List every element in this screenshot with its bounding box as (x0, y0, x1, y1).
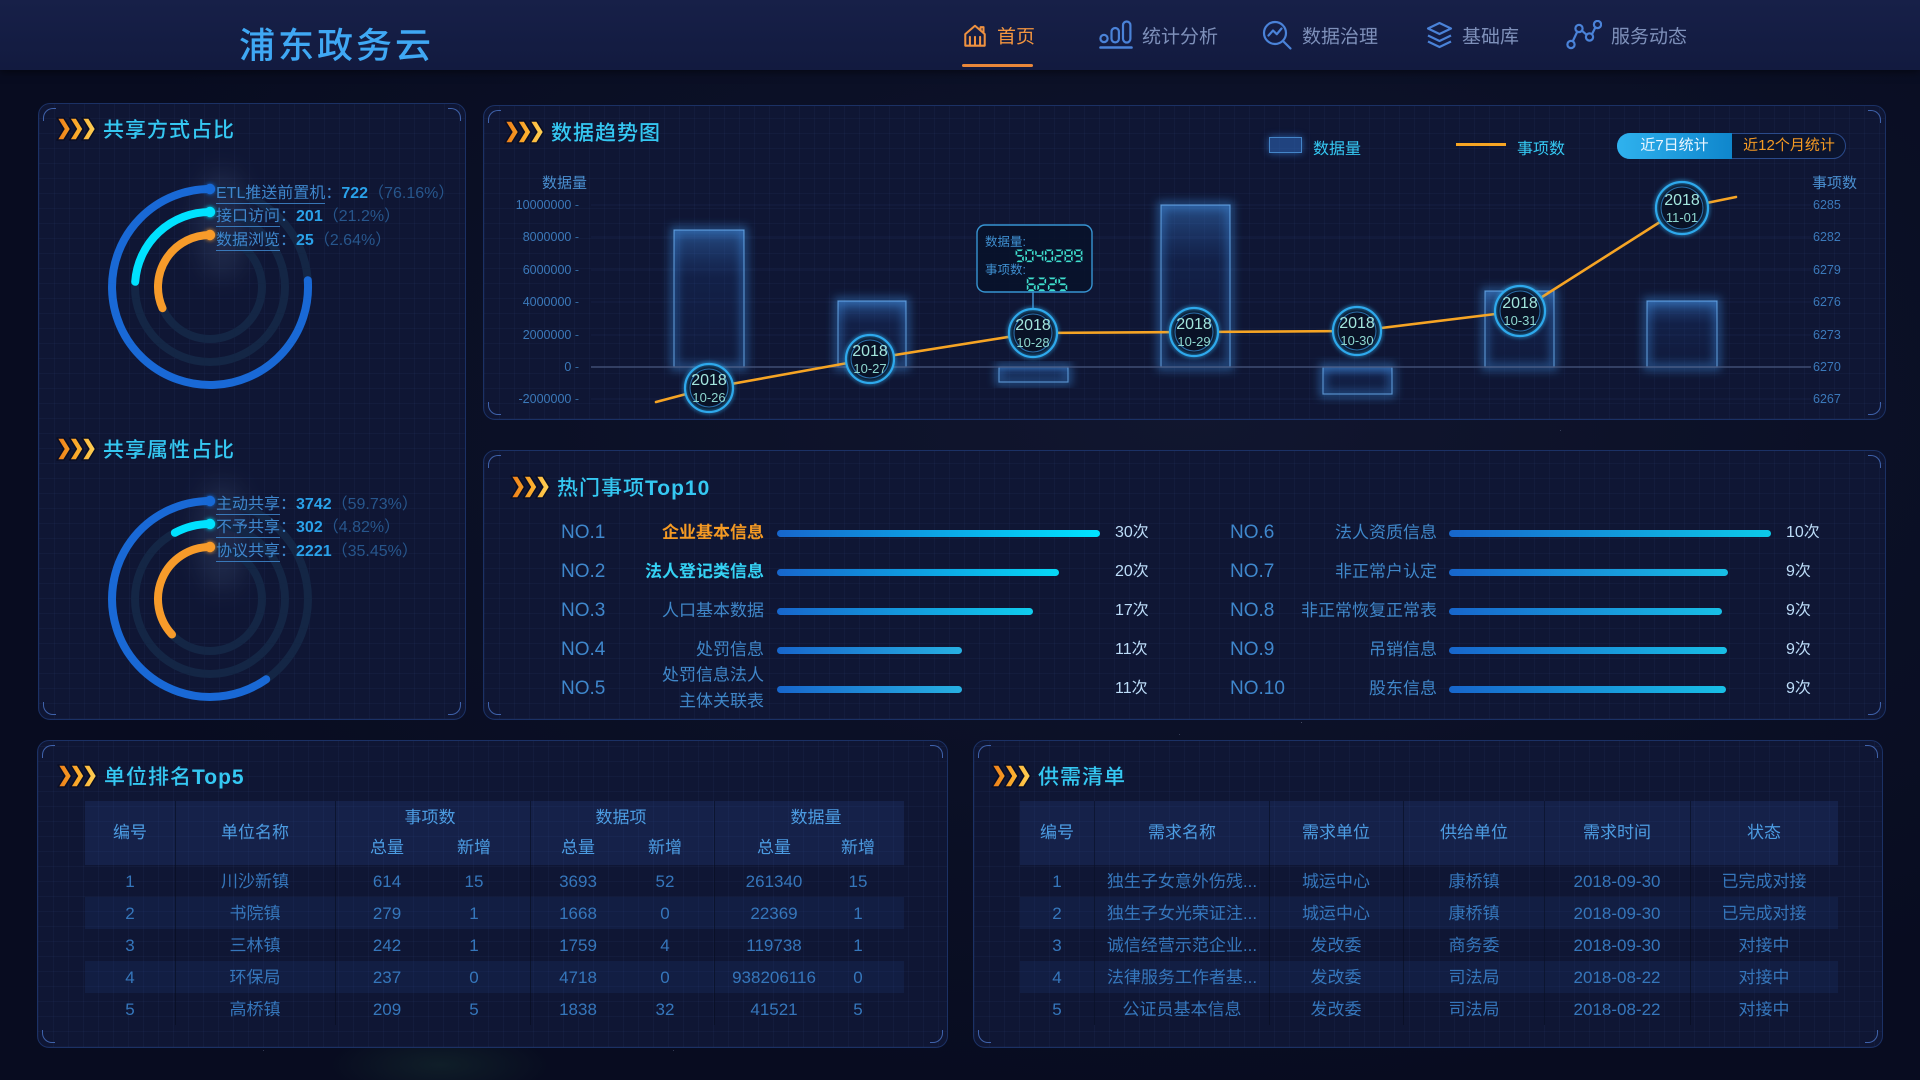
svg-text:2018: 2018 (1176, 316, 1212, 333)
svg-text:10-28: 10-28 (1016, 335, 1049, 350)
svg-text:10-26: 10-26 (692, 390, 725, 405)
svg-text:10-31: 10-31 (1503, 313, 1536, 328)
svg-text:2018: 2018 (1502, 295, 1538, 312)
svg-text:10-27: 10-27 (853, 361, 886, 376)
svg-text:10-29: 10-29 (1177, 334, 1210, 349)
svg-text:2018: 2018 (1339, 315, 1375, 332)
svg-text:11-01: 11-01 (1666, 210, 1698, 225)
svg-text:2018: 2018 (852, 343, 888, 360)
svg-text:2018: 2018 (1664, 192, 1700, 209)
svg-text:10-30: 10-30 (1340, 333, 1373, 348)
svg-text:数据量:: 数据量: (985, 235, 1026, 249)
svg-text:2018: 2018 (1015, 317, 1051, 334)
svg-text:事项数:: 事项数: (985, 263, 1026, 277)
svg-text:2018: 2018 (691, 372, 727, 389)
